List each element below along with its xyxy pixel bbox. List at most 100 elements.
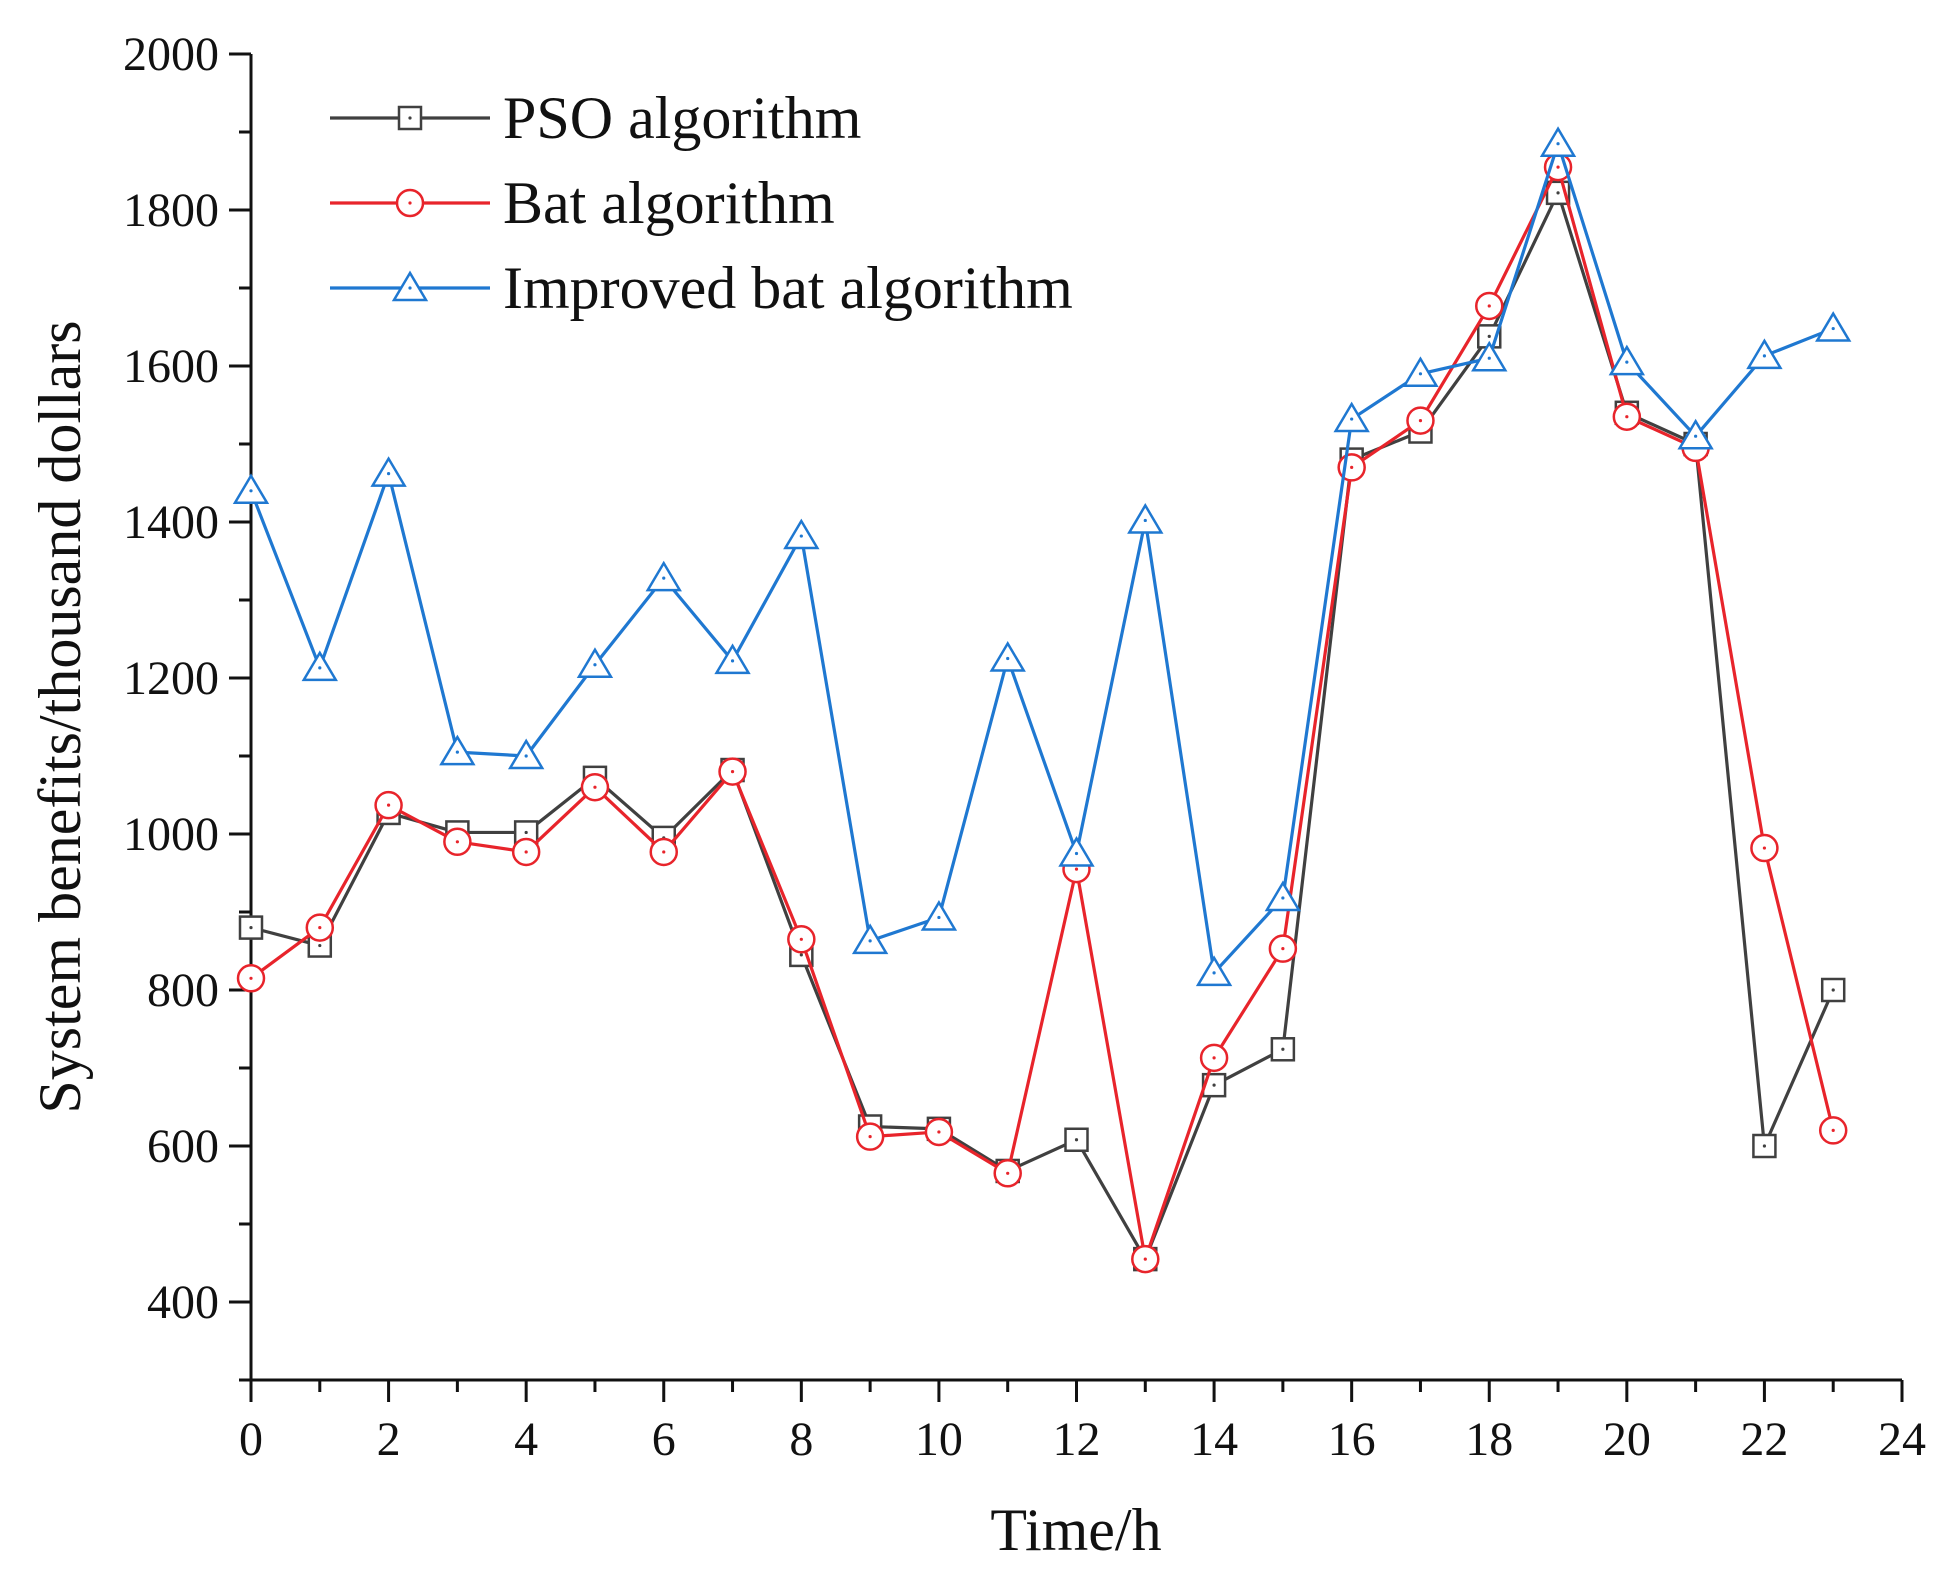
legend-entry: PSO algorithm: [330, 85, 861, 151]
axis-tick-labels: 0 2 4 6 8 10 12 14 16 18 20 22 244006008001000120014…: [123, 28, 1926, 1466]
data-point-triangle-center-dot: [386, 472, 391, 476]
data-point-triangle-center-dot: [1487, 356, 1491, 360]
y-tick-label: 1600: [123, 340, 219, 393]
legend-swatch-marker-center-dot: [408, 286, 412, 290]
data-point-triangle-center-dot: [868, 939, 872, 943]
data-point-circle-center-dot: [386, 803, 391, 807]
y-tick-label: 1400: [123, 496, 219, 549]
data-point-triangle-center-dot: [1006, 656, 1010, 661]
data-point-triangle-center-dot: [455, 750, 459, 754]
data-point-circle-center-dot: [1006, 1171, 1010, 1175]
series-square: [238, 180, 1846, 1272]
data-point-square-center-dot: [524, 830, 528, 835]
y-axis-title: System benefits/thousand dollars: [27, 320, 93, 1113]
data-point-square-center-dot: [1831, 988, 1835, 992]
data-point-triangle-center-dot: [1762, 354, 1767, 358]
data-point-square-center-dot: [1762, 1144, 1767, 1148]
data-point-triangle-center-dot: [1418, 372, 1423, 376]
legend-entry: Improved bat algorithm: [330, 255, 1073, 321]
data-point-circle-center-dot: [1556, 165, 1560, 169]
data-point-circle-center-dot: [524, 850, 528, 854]
y-tick-label: 400: [147, 1276, 219, 1329]
data-point-circle-center-dot: [318, 926, 322, 930]
data-point-circle-center-dot: [730, 770, 735, 774]
y-tick-label: 600: [147, 1120, 219, 1173]
x-tick-label: 10: [915, 1413, 963, 1466]
y-tick-label: 2000: [123, 28, 219, 81]
data-point-square-center-dot: [799, 953, 803, 957]
data-point-circle-center-dot: [1625, 415, 1629, 419]
y-tick-label: 1200: [123, 652, 219, 705]
legend-entry: Bat algorithm: [330, 170, 835, 236]
x-tick-label: 8: [789, 1413, 813, 1466]
x-axis-title: Time/h: [990, 1497, 1161, 1563]
data-point-triangle-center-dot: [1556, 142, 1560, 146]
x-tick-label: 20: [1603, 1413, 1651, 1466]
data-point-square-center-dot: [318, 943, 322, 948]
data-point-circle-center-dot: [937, 1130, 941, 1134]
x-tick-label: 0: [239, 1413, 263, 1466]
data-point-circle-center-dot: [1281, 947, 1285, 951]
data-point-triangle-center-dot: [593, 663, 597, 667]
data-point-circle-center-dot: [1418, 419, 1423, 423]
y-tick-label: 800: [147, 964, 219, 1017]
series-line: [250, 165, 1835, 1261]
legend-swatch-marker-center-dot: [408, 201, 412, 205]
data-point-triangle-center-dot: [1694, 434, 1698, 438]
data-point-triangle-center-dot: [1143, 518, 1147, 523]
x-tick-label: 18: [1465, 1413, 1513, 1466]
data-point-triangle-center-dot: [1074, 851, 1079, 856]
data-point-triangle-center-dot: [799, 534, 803, 538]
series-triangle: [232, 126, 1852, 987]
data-point-square-center-dot: [1074, 1138, 1079, 1142]
data-point-circle-center-dot: [1074, 867, 1079, 871]
x-tick-label: 16: [1328, 1413, 1376, 1466]
data-point-circle-center-dot: [249, 976, 253, 980]
x-tick-label: 22: [1740, 1413, 1788, 1466]
series-circle: [236, 152, 1848, 1274]
x-tick-label: 12: [1053, 1413, 1101, 1466]
data-point-circle-center-dot: [1831, 1128, 1835, 1132]
data-point-triangle-center-dot: [249, 489, 253, 493]
x-tick-label: 6: [652, 1413, 676, 1466]
legend: PSO algorithm Bat algorithm Improved bat a…: [330, 85, 1073, 321]
legend-swatch-marker-center-dot: [408, 116, 412, 120]
data-point-circle-center-dot: [1143, 1257, 1147, 1261]
data-point-square-center-dot: [1281, 1047, 1285, 1051]
data-point-triangle-center-dot: [1350, 417, 1354, 421]
data-point-circle-center-dot: [593, 785, 597, 789]
data-point-triangle-center-dot: [937, 915, 941, 920]
x-tick-label: 4: [514, 1413, 538, 1466]
x-tick-label: 14: [1190, 1413, 1238, 1466]
legend-label: Bat algorithm: [503, 170, 835, 236]
data-point-square-center-dot: [1487, 334, 1491, 338]
data-point-circle-center-dot: [868, 1135, 872, 1139]
data-point-triangle-center-dot: [1212, 971, 1216, 975]
data-point-triangle-center-dot: [1831, 326, 1835, 331]
legend-label: Improved bat algorithm: [503, 255, 1073, 321]
series-line: [249, 142, 1834, 975]
data-point-circle-center-dot: [1350, 465, 1354, 469]
data-point-circle-center-dot: [1212, 1056, 1216, 1060]
x-tick-label: 2: [377, 1413, 401, 1466]
data-point-circle-center-dot: [1487, 304, 1491, 308]
y-tick-label: 1000: [123, 808, 219, 861]
data-point-circle-center-dot: [1762, 846, 1767, 850]
data-point-triangle-center-dot: [1625, 360, 1629, 364]
x-tick-label: 24: [1878, 1413, 1926, 1466]
data-point-triangle-center-dot: [730, 659, 735, 663]
data-point-square-center-dot: [1556, 191, 1560, 195]
data-point-triangle-center-dot: [1281, 896, 1285, 900]
data-point-square-center-dot: [249, 926, 253, 930]
data-point-circle-center-dot: [662, 850, 666, 854]
legend-label: PSO algorithm: [503, 85, 861, 151]
data-point-triangle-center-dot: [524, 754, 528, 758]
data-point-circle-center-dot: [799, 937, 803, 941]
axis-ticks: [229, 52, 1904, 1402]
data-point-triangle-center-dot: [318, 666, 322, 670]
data-point-circle-center-dot: [455, 840, 459, 844]
axes: [249, 54, 1902, 1382]
series-layer: [232, 126, 1852, 1274]
y-tick-label: 1800: [123, 184, 219, 237]
